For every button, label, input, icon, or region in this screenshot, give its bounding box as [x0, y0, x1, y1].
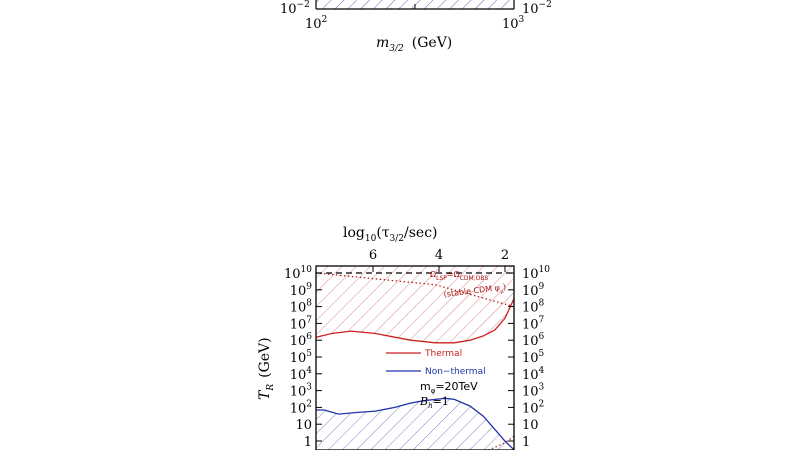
- top-panel-xtick-right: 103: [502, 15, 525, 32]
- y-tick-label: 107: [290, 315, 313, 332]
- y-tick-label: 107: [522, 315, 545, 332]
- y-tick-label: 103: [290, 383, 313, 400]
- y-tick-label: 109: [522, 282, 545, 299]
- lower-right-dotted-fragment: [487, 435, 515, 450]
- mphi-annotation: mφ=20TeV: [420, 380, 478, 395]
- top-tick-label: 6: [369, 248, 377, 263]
- y-tick-label: 106: [290, 332, 313, 349]
- y-tick-label: 1010: [522, 265, 550, 282]
- y-tick-label: 102: [522, 399, 544, 416]
- y-tick-label: 105: [290, 349, 313, 366]
- thermal-excluded-region: [316, 266, 514, 343]
- y-tick-label: 105: [522, 349, 545, 366]
- omega-annotation: ΩLSP=ΩCDM,OBS: [430, 270, 488, 282]
- top-axis-label: log10(τ3/2/sec): [343, 225, 438, 244]
- y-tick-label: 10: [522, 418, 539, 433]
- nonthermal-excluded-region: [316, 398, 514, 450]
- top-tick-label: 4: [435, 248, 443, 263]
- top-panel-xtick-left: 102: [305, 15, 327, 32]
- y-tick-label: 109: [290, 282, 313, 299]
- legend-thermal-label: Thermal: [424, 349, 462, 359]
- y-tick-label: 103: [522, 383, 545, 400]
- y-tick-label: 108: [522, 299, 545, 316]
- y-tick-label: 104: [290, 366, 313, 383]
- thermal-series-line: [315, 298, 515, 344]
- y-axis-title: TR(GeV): [257, 337, 276, 400]
- y-tick-label: 102: [290, 399, 312, 416]
- top-panel-ytick-right: 10−2: [522, 0, 552, 17]
- top-panel-xlabel: m3/2 (GeV): [376, 35, 452, 54]
- plot-frame: [315, 265, 515, 450]
- y-tick-label: 1: [522, 435, 530, 450]
- nonthermal-series-line: [316, 397, 515, 450]
- y-tick-label: 104: [522, 366, 545, 383]
- legend-nonthermal-label: Non−thermal: [425, 367, 486, 377]
- top-panel-ytick-left: 10−2: [280, 0, 310, 17]
- y-tick-label: 10: [295, 418, 312, 433]
- y-tick-label: 1: [304, 435, 312, 450]
- bh-annotation: Bh=1: [419, 395, 449, 410]
- top-tick-label: 2: [501, 248, 509, 263]
- y-tick-label: 108: [290, 299, 313, 316]
- y-tick-label: 1010: [284, 265, 312, 282]
- top-panel: 10−2 10−2 102 103 m3/2 (GeV): [280, 0, 552, 54]
- y-tick-label: 106: [522, 332, 545, 349]
